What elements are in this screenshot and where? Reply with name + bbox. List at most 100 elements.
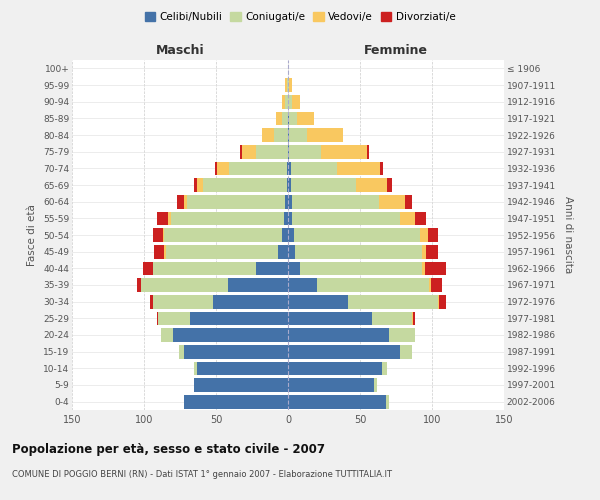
Bar xyxy=(380,162,383,175)
Bar xyxy=(288,362,382,375)
Bar xyxy=(194,178,197,192)
Bar xyxy=(194,362,197,375)
Bar xyxy=(288,278,317,292)
Bar xyxy=(421,228,428,242)
Bar xyxy=(187,195,285,208)
Bar xyxy=(288,395,386,408)
Bar xyxy=(307,128,343,142)
Bar xyxy=(288,345,400,358)
Bar xyxy=(282,95,285,108)
Bar xyxy=(184,195,187,208)
Bar xyxy=(337,162,380,175)
Bar xyxy=(422,245,426,258)
Bar xyxy=(292,212,400,225)
Bar xyxy=(177,195,184,208)
Bar xyxy=(157,312,158,325)
Bar xyxy=(371,312,412,325)
Bar xyxy=(367,145,368,158)
Bar xyxy=(291,162,337,175)
Bar xyxy=(197,362,288,375)
Bar xyxy=(184,395,288,408)
Bar xyxy=(285,95,288,108)
Bar xyxy=(288,128,289,142)
Bar xyxy=(137,278,141,292)
Bar xyxy=(288,195,292,208)
Bar xyxy=(227,278,288,292)
Bar xyxy=(158,312,190,325)
Bar xyxy=(288,228,294,242)
Bar xyxy=(203,178,287,192)
Bar xyxy=(282,112,288,125)
Bar xyxy=(288,312,371,325)
Bar xyxy=(285,195,288,208)
Bar xyxy=(289,145,321,158)
Bar xyxy=(400,212,415,225)
Bar xyxy=(278,245,288,258)
Bar xyxy=(412,312,413,325)
Bar xyxy=(152,228,163,242)
Bar xyxy=(291,178,356,192)
Bar xyxy=(294,228,421,242)
Bar xyxy=(288,95,292,108)
Bar xyxy=(288,262,299,275)
Bar xyxy=(386,395,389,408)
Bar xyxy=(164,228,282,242)
Bar xyxy=(288,162,291,175)
Bar xyxy=(288,145,289,158)
Bar xyxy=(215,162,217,175)
Y-axis label: Fasce di età: Fasce di età xyxy=(28,204,37,266)
Bar xyxy=(295,245,422,258)
Bar xyxy=(287,178,288,192)
Bar xyxy=(143,262,152,275)
Bar xyxy=(422,262,425,275)
Bar xyxy=(299,262,422,275)
Bar xyxy=(288,112,289,125)
Bar xyxy=(287,78,288,92)
Bar xyxy=(277,112,282,125)
Bar xyxy=(431,278,442,292)
Bar xyxy=(150,295,152,308)
Bar xyxy=(256,145,288,158)
Bar xyxy=(262,128,274,142)
Bar xyxy=(282,228,288,242)
Bar xyxy=(190,312,288,325)
Bar xyxy=(374,378,377,392)
Bar xyxy=(141,278,227,292)
Bar xyxy=(426,245,438,258)
Bar xyxy=(152,295,213,308)
Bar xyxy=(289,78,292,92)
Y-axis label: Anni di nascita: Anni di nascita xyxy=(563,196,572,274)
Bar xyxy=(389,328,415,342)
Text: Popolazione per età, sesso e stato civile - 2007: Popolazione per età, sesso e stato civil… xyxy=(12,442,325,456)
Bar xyxy=(179,345,184,358)
Bar xyxy=(413,312,415,325)
Bar xyxy=(317,278,429,292)
Bar xyxy=(256,262,288,275)
Bar xyxy=(172,212,284,225)
Bar xyxy=(213,295,288,308)
Text: Femmine: Femmine xyxy=(364,44,428,57)
Bar xyxy=(288,295,349,308)
Legend: Celibi/Nubili, Coniugati/e, Vedovi/e, Divorziati/e: Celibi/Nubili, Coniugati/e, Vedovi/e, Di… xyxy=(140,8,460,26)
Bar xyxy=(428,228,438,242)
Bar xyxy=(152,262,256,275)
Bar xyxy=(157,212,169,225)
Bar xyxy=(292,95,299,108)
Bar xyxy=(425,262,446,275)
Bar xyxy=(194,378,288,392)
Bar xyxy=(321,145,367,158)
Bar xyxy=(184,345,288,358)
Bar xyxy=(400,345,412,358)
Bar xyxy=(163,228,164,242)
Bar xyxy=(288,78,289,92)
Bar xyxy=(229,162,287,175)
Bar xyxy=(288,378,374,392)
Bar xyxy=(388,178,392,192)
Bar xyxy=(169,212,172,225)
Bar xyxy=(379,195,404,208)
Bar xyxy=(382,362,388,375)
Bar xyxy=(288,328,389,342)
Bar xyxy=(166,245,278,258)
Bar xyxy=(287,162,288,175)
Bar xyxy=(288,178,291,192)
